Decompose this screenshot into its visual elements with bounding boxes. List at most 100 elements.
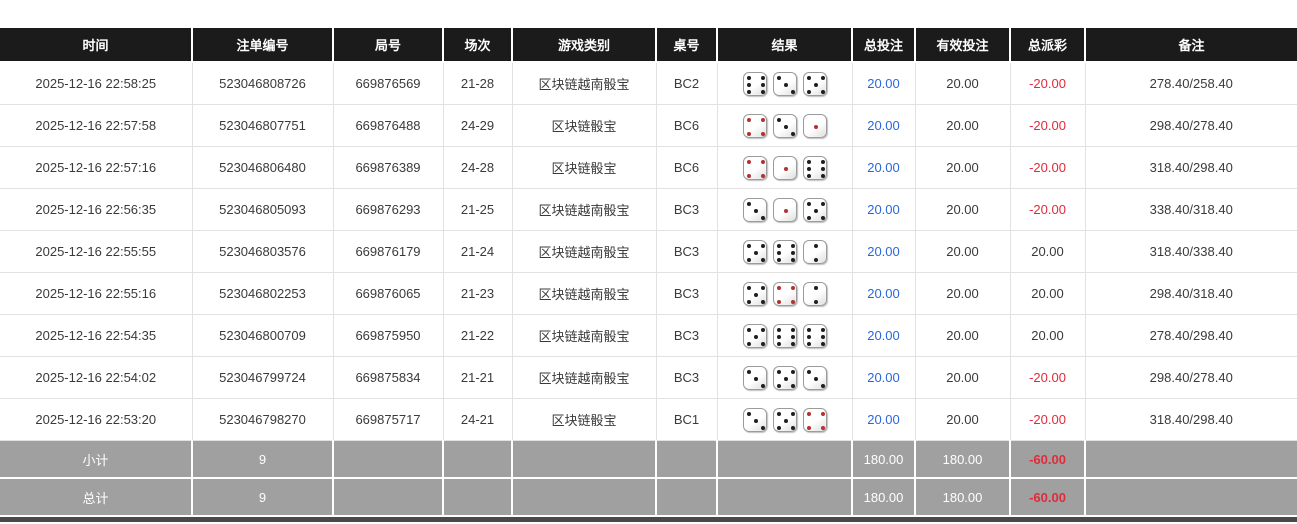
total-payout-cell: -20.00 (1010, 188, 1086, 231)
die-pip (746, 159, 751, 164)
game-type-cell: 区块链越南骰宝 (512, 230, 657, 273)
total-bet-cell[interactable]: 20.00 (852, 146, 916, 189)
total-payout-cell: -20.00 (1010, 356, 1086, 399)
round-id-cell: 669876389 (333, 146, 444, 189)
die-pip (790, 334, 795, 339)
round-id-cell: 669875950 (333, 314, 444, 357)
valid-bet-cell: 20.00 (915, 314, 1011, 357)
session-cell: 21-22 (443, 314, 513, 357)
die-pip (760, 425, 765, 430)
die-pip (776, 243, 781, 248)
result-cell (717, 398, 853, 441)
col-header-total-payout: 总派彩 (1010, 28, 1086, 63)
bet-id-cell: 523046803576 (192, 230, 334, 273)
die-3-icon (802, 365, 827, 390)
table-row: 2025-12-16 22:53:20 523046798270 669875717… (0, 398, 1297, 441)
table-no-cell: BC6 (656, 146, 718, 189)
total-bet-cell[interactable]: 20.00 (852, 272, 916, 315)
total-bet-cell[interactable]: 20.00 (852, 230, 916, 273)
die-pip (760, 89, 765, 94)
bet-id-cell: 523046806480 (192, 146, 334, 189)
remark-cell: 298.40/318.40 (1085, 272, 1297, 315)
result-cell (717, 62, 853, 105)
total-bet-cell[interactable]: 20.00 (852, 314, 916, 357)
valid-bet-cell: 20.00 (915, 272, 1011, 315)
valid-bet-cell: 20.00 (915, 62, 1011, 105)
die-pip (760, 257, 765, 262)
valid-bet-cell: 20.00 (915, 188, 1011, 231)
die-pip (783, 376, 788, 381)
die-pip (813, 285, 818, 290)
table-row: 2025-12-16 22:55:16 523046802253 669876065… (0, 272, 1297, 315)
die-pip (806, 425, 811, 430)
empty-cell (656, 478, 718, 517)
session-cell: 24-21 (443, 398, 513, 441)
table-no-cell: BC3 (656, 272, 718, 315)
die-pip (806, 201, 811, 206)
total-bet-cell[interactable]: 20.00 (852, 104, 916, 147)
total-bet-cell[interactable]: 20.00 (852, 356, 916, 399)
die-3-icon (772, 71, 797, 96)
die-pip (813, 257, 818, 262)
total-bet-cell[interactable]: 20.00 (852, 62, 916, 105)
round-id-cell: 669875834 (333, 356, 444, 399)
empty-cell (1085, 440, 1297, 479)
die-pip (760, 117, 765, 122)
die-3-icon (742, 407, 767, 432)
die-pip (783, 124, 788, 129)
result-cell (717, 188, 853, 231)
die-pip (790, 383, 795, 388)
die-pip (783, 82, 788, 87)
valid-bet-cell: 20.00 (915, 104, 1011, 147)
session-cell: 21-28 (443, 62, 513, 105)
die-pip (760, 82, 765, 87)
session-cell: 21-25 (443, 188, 513, 231)
die-pip (813, 124, 818, 129)
die-pip (820, 201, 825, 206)
time-cell: 2025-12-16 22:56:35 (0, 188, 193, 231)
die-pip (746, 257, 751, 262)
empty-cell (333, 478, 444, 517)
die-pip (790, 89, 795, 94)
die-pip (820, 411, 825, 416)
die-pip (746, 243, 751, 248)
session-cell: 21-21 (443, 356, 513, 399)
bet-id-cell: 523046798270 (192, 398, 334, 441)
die-pip (783, 166, 788, 171)
die-pip (790, 327, 795, 332)
die-6-icon (742, 71, 767, 96)
die-5-icon (742, 239, 767, 264)
remark-cell: 278.40/258.40 (1085, 62, 1297, 105)
die-pip (806, 75, 811, 80)
die-pip (753, 250, 758, 255)
bet-records-table: 时间 注单编号 局号 场次 游戏类别 桌号 结果 总投注 有效投注 总派彩 备注… (0, 28, 1297, 517)
time-cell: 2025-12-16 22:55:55 (0, 230, 193, 273)
die-pip (760, 131, 765, 136)
time-cell: 2025-12-16 22:55:16 (0, 272, 193, 315)
die-pip (806, 327, 811, 332)
subtotal-row: 小计 9 180.00 180.00 -60.00 (0, 440, 1297, 479)
game-type-cell: 区块链骰宝 (512, 104, 657, 147)
die-pip (790, 299, 795, 304)
session-cell: 24-29 (443, 104, 513, 147)
die-3-icon (772, 113, 797, 138)
session-cell: 21-24 (443, 230, 513, 273)
die-pip (776, 341, 781, 346)
die-4-icon (772, 281, 797, 306)
total-bet-cell[interactable]: 20.00 (852, 398, 916, 441)
game-type-cell: 区块链越南骰宝 (512, 314, 657, 357)
total-bet-cell[interactable]: 20.00 (852, 188, 916, 231)
die-pip (783, 208, 788, 213)
col-header-game-type: 游戏类别 (512, 28, 657, 63)
die-pip (753, 376, 758, 381)
result-cell (717, 356, 853, 399)
die-pip (806, 334, 811, 339)
die-pip (813, 82, 818, 87)
empty-cell (717, 440, 853, 479)
die-pip (760, 173, 765, 178)
result-cell (717, 146, 853, 189)
empty-cell (443, 440, 513, 479)
bet-id-cell: 523046800709 (192, 314, 334, 357)
table-header: 时间 注单编号 局号 场次 游戏类别 桌号 结果 总投注 有效投注 总派彩 备注 (0, 28, 1297, 63)
die-5-icon (742, 323, 767, 348)
